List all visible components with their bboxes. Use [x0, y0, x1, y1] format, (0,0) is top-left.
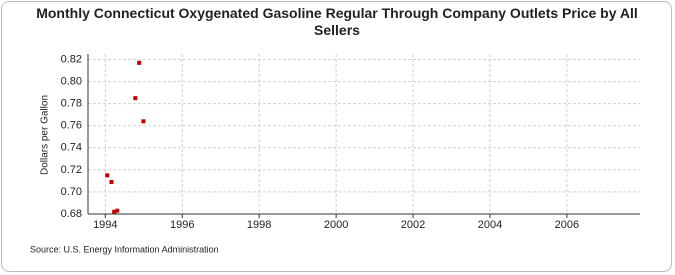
- x-tick-label: 2002: [401, 219, 425, 231]
- chart-title: Monthly Connecticut Oxygenated Gasoline …: [36, 5, 638, 38]
- data-point: [133, 96, 138, 101]
- y-tick-label: 0.74: [61, 142, 82, 154]
- x-tick-label: 2006: [555, 219, 579, 231]
- y-tick-label: 0.72: [61, 164, 82, 176]
- x-tick-label: 2004: [478, 219, 502, 231]
- x-tick-label: 1998: [247, 219, 271, 231]
- x-tick-label: 1996: [170, 219, 194, 231]
- y-tick-label: 0.82: [61, 53, 82, 65]
- x-tick-label: 1994: [93, 219, 117, 231]
- y-tick-label: 0.68: [61, 208, 82, 220]
- chart-frame: [1, 1, 672, 272]
- y-tick-label: 0.80: [61, 75, 82, 87]
- plot-area: [88, 54, 640, 214]
- data-point: [109, 180, 114, 184]
- y-tick-label: 0.76: [61, 120, 82, 132]
- y-axis-label: Dollars per Gallon: [40, 95, 51, 175]
- y-tick-label: 0.70: [61, 186, 82, 198]
- data-point: [112, 209, 117, 214]
- data-point: [115, 208, 120, 213]
- source-note: Source: U.S. Energy Information Administ…: [30, 244, 219, 254]
- data-point: [137, 60, 142, 65]
- y-tick-label: 0.78: [61, 98, 82, 110]
- data-point: [105, 173, 110, 178]
- data-point: [141, 119, 146, 124]
- x-tick-label: 2000: [324, 219, 348, 231]
